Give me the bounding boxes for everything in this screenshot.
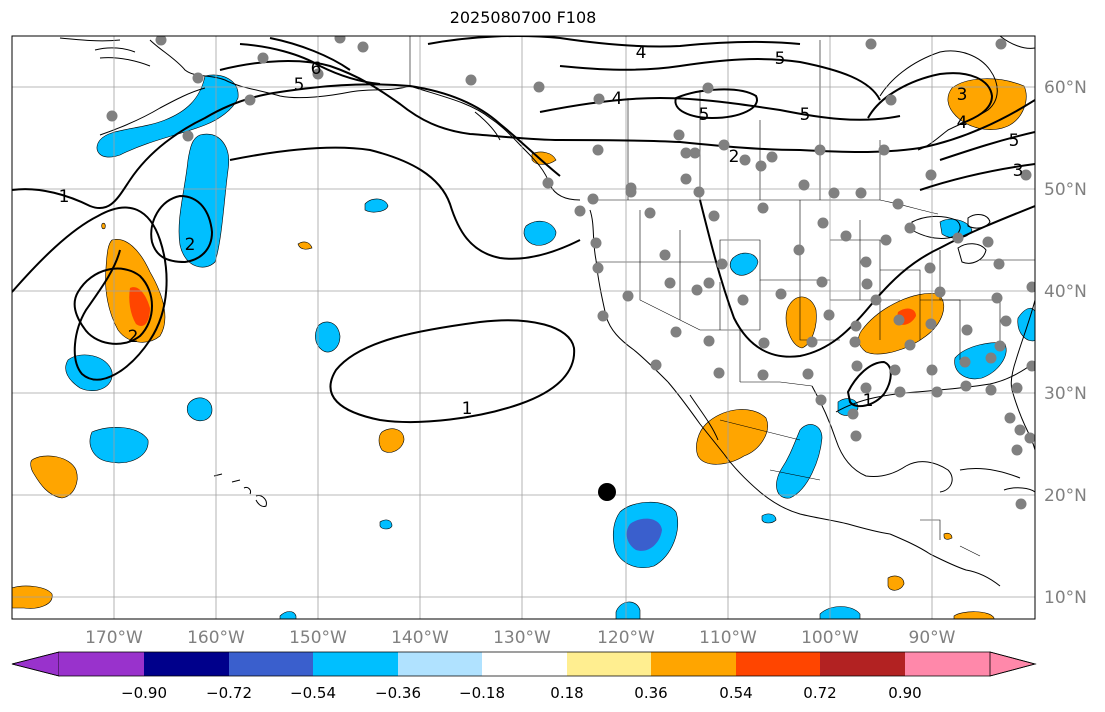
contour-label: 3 xyxy=(957,85,968,105)
contour-label: 2 xyxy=(185,235,196,255)
neg-region-f xyxy=(523,220,557,246)
colorbar xyxy=(11,651,1037,677)
contour-label: 5 xyxy=(800,105,811,125)
lon-label: 130°W xyxy=(493,628,551,648)
latitude-labels: 60°N 50°N 40°N 30°N 20°N 10°N xyxy=(1044,78,1087,608)
pos-region-f xyxy=(101,222,106,230)
pos-region-b xyxy=(30,455,78,499)
longitude-labels: 170°W 160°W 150°W 140°W 130°W 120°W 110°… xyxy=(85,628,956,648)
pos-region-h xyxy=(785,296,817,349)
colorbar-tick: −0.36 xyxy=(375,684,421,702)
neg-region-alaska xyxy=(96,74,239,158)
contour-label: 2 xyxy=(128,327,139,347)
neg-region-b xyxy=(89,427,149,464)
map-frame xyxy=(11,35,1036,620)
lon-label: 160°W xyxy=(187,628,245,648)
lon-label: 150°W xyxy=(289,628,347,648)
colorbar-tick: −0.18 xyxy=(459,684,505,702)
neg-region-g xyxy=(729,252,759,276)
map-panel: 1 2 2 1 4 4 5 5 5 6 2 5 3 4 5 3 1 xyxy=(12,36,1035,619)
neg-region-d xyxy=(315,321,341,353)
colorbar-tick: 0.54 xyxy=(719,684,752,702)
contour-label: 5 xyxy=(294,75,305,95)
neg-region-n xyxy=(379,519,393,530)
map-title: 2025080700 F108 xyxy=(449,8,597,27)
anomaly-shading xyxy=(12,74,1035,619)
contour-label: 1 xyxy=(462,399,473,419)
contour-label: 3 xyxy=(1013,161,1024,181)
neg-region-p xyxy=(615,601,641,619)
colorbar-tick: −0.90 xyxy=(121,684,167,702)
contour-label: 4 xyxy=(612,89,623,109)
pos-region-l xyxy=(887,575,905,591)
colorbar-tick: 0.72 xyxy=(803,684,836,702)
neg-region-o xyxy=(761,513,777,524)
neg-region-m-core xyxy=(626,518,662,551)
neg-region-c xyxy=(186,397,213,422)
pos-region-e xyxy=(297,241,313,250)
pos-region-a-core xyxy=(129,287,150,327)
lat-label: 60°N xyxy=(1044,78,1087,98)
neg-region-h xyxy=(939,218,973,239)
colorbar-tick: −0.54 xyxy=(290,684,336,702)
lon-label: 140°W xyxy=(391,628,449,648)
colorbar-tick: −0.72 xyxy=(206,684,252,702)
neg-region-r xyxy=(279,611,297,619)
station-markers xyxy=(106,36,1035,510)
colorbar-ticks: −0.90 −0.72 −0.54 −0.36 −0.18 0.18 0.36 … xyxy=(121,684,922,702)
pos-region-d xyxy=(378,428,405,453)
neg-region-k xyxy=(776,424,823,499)
lat-label: 50°N xyxy=(1044,180,1087,200)
colorbar-extend-high xyxy=(989,651,1037,677)
height-contours xyxy=(12,36,1035,423)
pos-region-m xyxy=(953,611,995,619)
pos-region-n xyxy=(943,532,953,540)
contour-label: 6 xyxy=(311,59,322,79)
lat-label: 20°N xyxy=(1044,486,1087,506)
colorbar-tick: 0.36 xyxy=(634,684,667,702)
pos-region-k xyxy=(531,151,557,165)
contour-label: 5 xyxy=(699,105,710,125)
lat-label: 40°N xyxy=(1044,282,1087,302)
lon-label: 170°W xyxy=(85,628,143,648)
colorbar-tick: 0.18 xyxy=(550,684,583,702)
contour-labels: 1 2 2 1 4 4 5 5 5 6 2 5 3 4 5 3 1 xyxy=(59,43,1024,419)
colorbar-tick: 0.90 xyxy=(888,684,921,702)
neg-region-e xyxy=(364,198,389,213)
contour-label: 5 xyxy=(1009,131,1020,151)
lon-label: 120°W xyxy=(597,628,655,648)
target-marker xyxy=(598,483,616,501)
neg-region-i xyxy=(954,342,1007,380)
colorbar-extend-low xyxy=(11,651,60,677)
lat-label: 30°N xyxy=(1044,384,1087,404)
contour-label: 5 xyxy=(775,49,786,69)
contour-label: 1 xyxy=(863,391,874,411)
contour-label: 4 xyxy=(636,43,647,63)
lon-label: 100°W xyxy=(801,628,859,648)
lat-label: 10°N xyxy=(1044,588,1087,608)
contour-label: 1 xyxy=(59,187,70,207)
contour-label: 4 xyxy=(957,113,968,133)
contour-label: 2 xyxy=(729,147,740,167)
pos-region-g xyxy=(696,409,768,465)
lon-label: 110°W xyxy=(699,628,757,648)
lon-label: 90°W xyxy=(909,628,956,648)
